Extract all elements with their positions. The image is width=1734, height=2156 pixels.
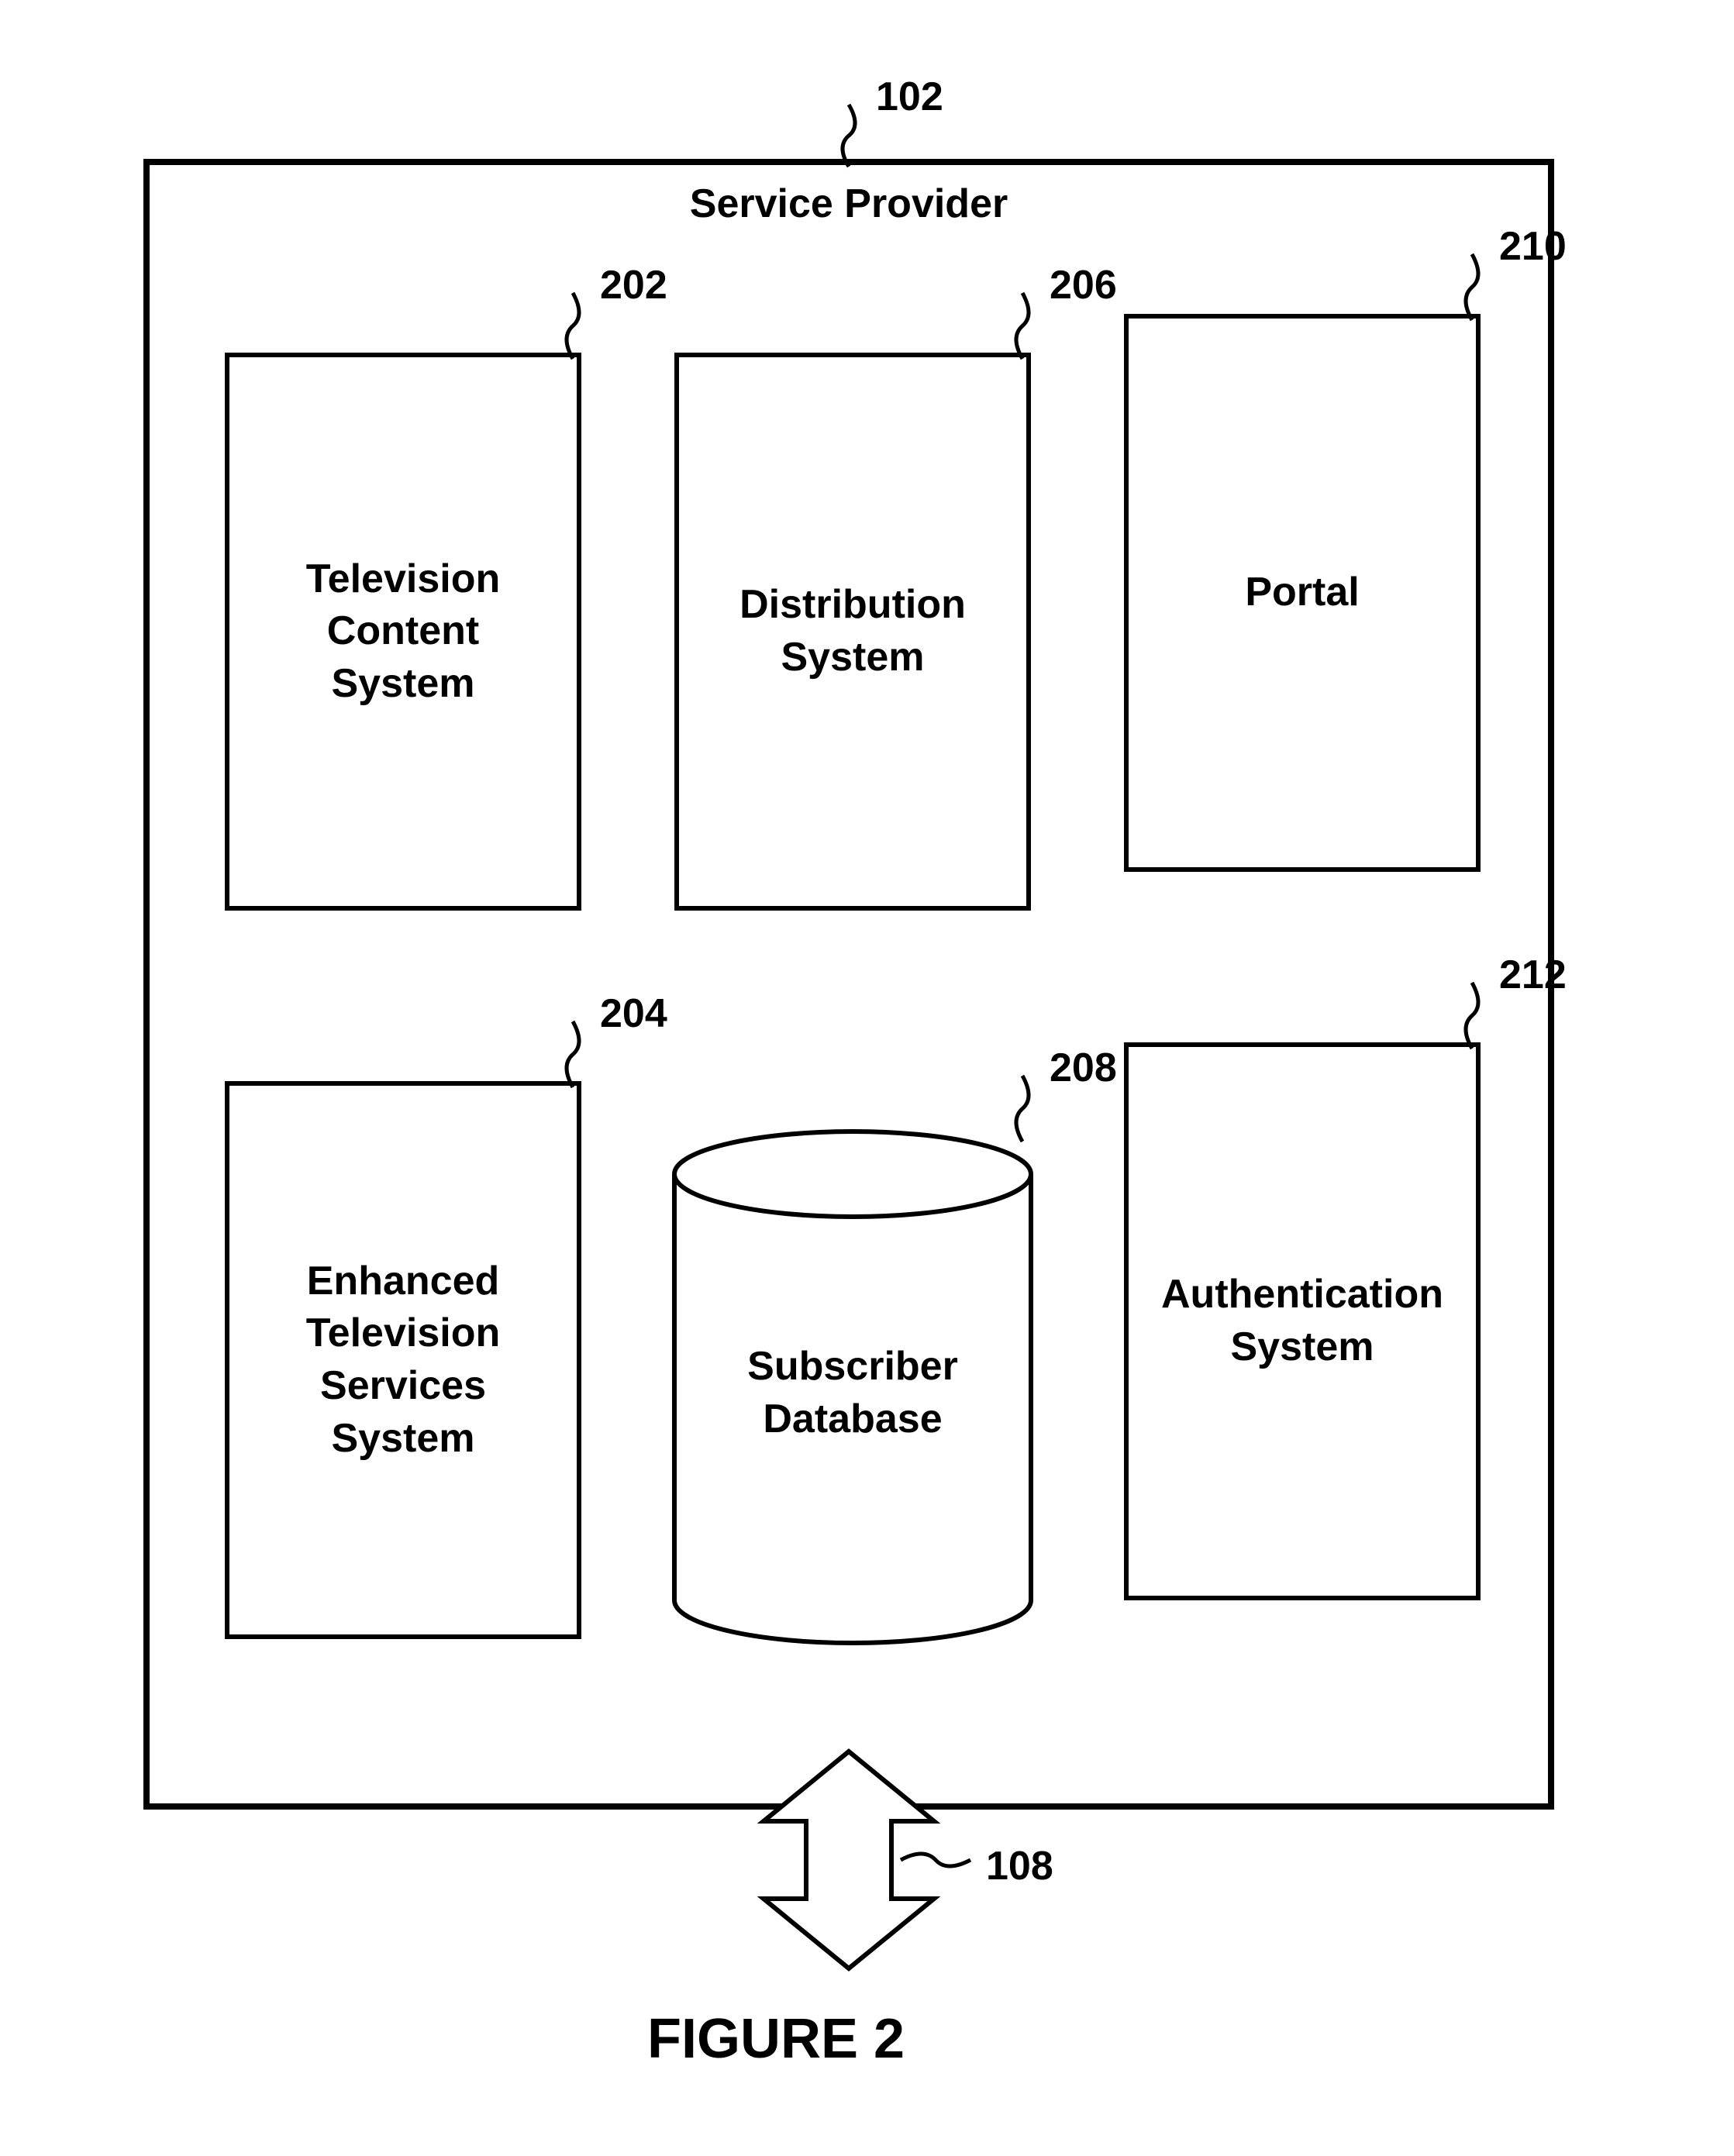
ref-number-210: 210 xyxy=(1499,223,1567,270)
figure-caption: FIGURE 2 xyxy=(647,2007,905,2071)
ref-number-202: 202 xyxy=(600,262,667,308)
auth-label: Authentication System xyxy=(1129,1269,1476,1373)
portal-label: Portal xyxy=(1222,567,1382,619)
tv-content-box: Television Content System xyxy=(225,353,581,911)
ref-number-204: 204 xyxy=(600,990,667,1037)
ref-number-102: 102 xyxy=(876,74,943,120)
ref-number-108: 108 xyxy=(986,1843,1053,1889)
ref-number-206: 206 xyxy=(1050,262,1117,308)
ref-number-208: 208 xyxy=(1050,1045,1117,1091)
tv-content-label: Television Content System xyxy=(229,553,577,711)
subscriber-database-label: Subscriber Database xyxy=(674,1341,1031,1445)
distribution-label: Distribution System xyxy=(679,579,1026,684)
auth-box: Authentication System xyxy=(1124,1042,1481,1600)
container-title: Service Provider xyxy=(678,181,1019,227)
enhanced-tv-box: Enhanced Television Services System xyxy=(225,1081,581,1639)
distribution-box: Distribution System xyxy=(674,353,1031,911)
portal-box: Portal xyxy=(1124,314,1481,872)
enhanced-tv-label: Enhanced Television Services System xyxy=(229,1255,577,1465)
ref-number-212: 212 xyxy=(1499,952,1567,998)
